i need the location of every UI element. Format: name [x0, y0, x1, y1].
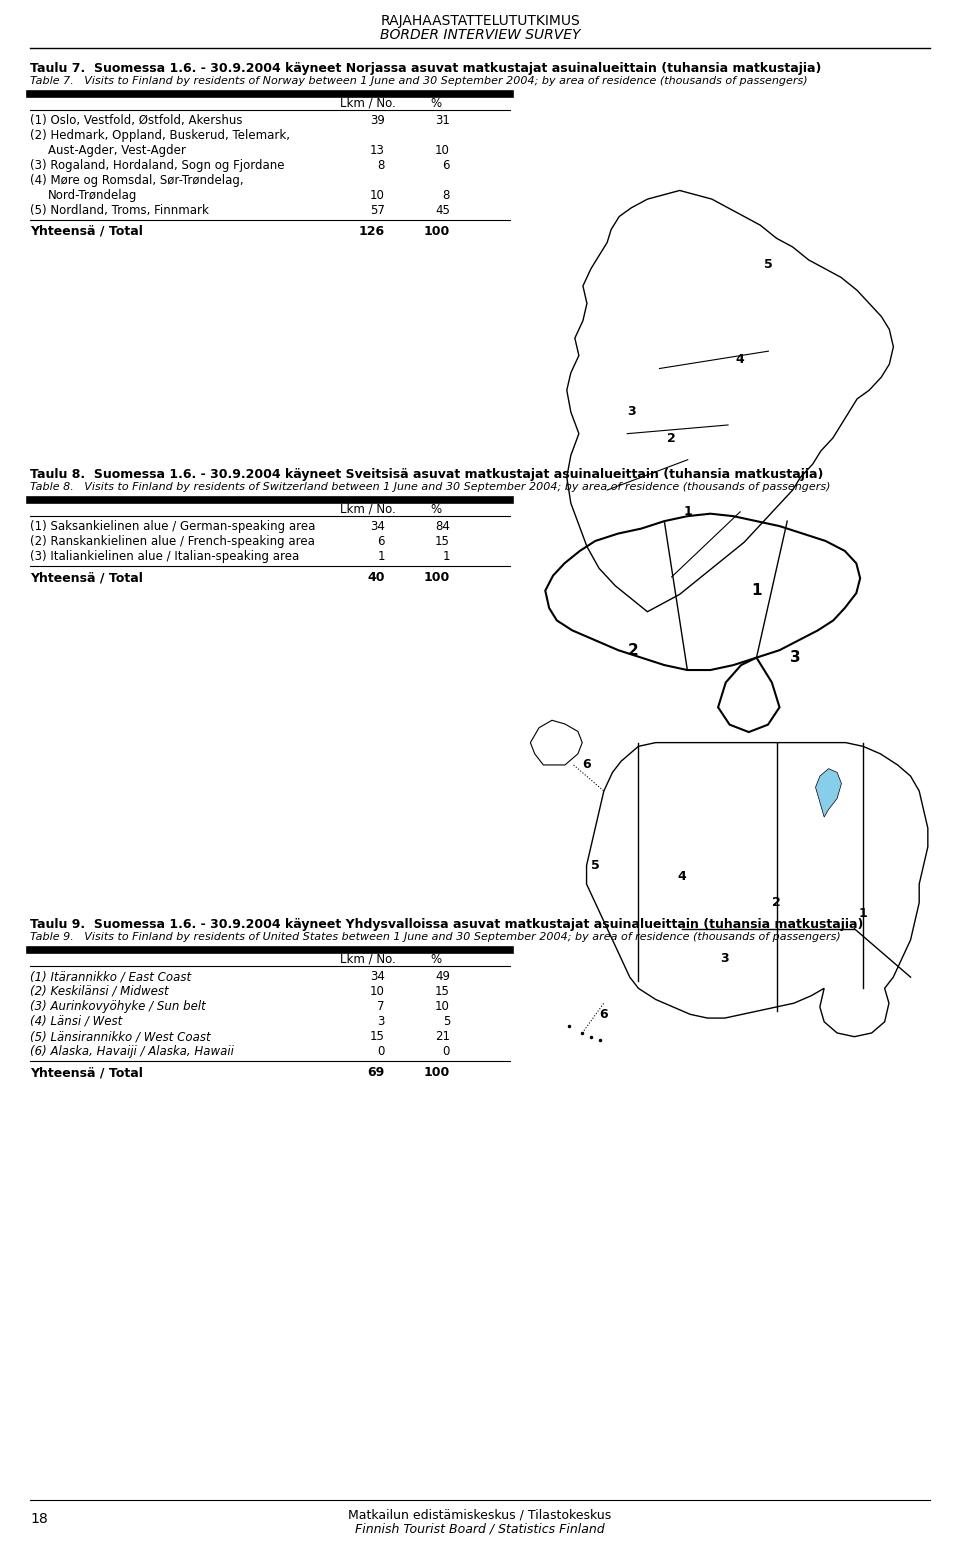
Text: RAJAHAASTATTELUTUTKIMUS: RAJAHAASTATTELUTUTKIMUS [380, 14, 580, 28]
Text: 1: 1 [752, 583, 761, 599]
Text: (1) Oslo, Vestfold, Østfold, Akershus: (1) Oslo, Vestfold, Østfold, Akershus [30, 115, 243, 127]
Text: 10: 10 [371, 985, 385, 997]
Text: (3) Aurinkovyöhyke / Sun belt: (3) Aurinkovyöhyke / Sun belt [30, 1000, 205, 1013]
Text: 2: 2 [772, 896, 781, 909]
Text: 10: 10 [435, 1000, 450, 1013]
Text: (5) Länsirannikko / West Coast: (5) Länsirannikko / West Coast [30, 1030, 210, 1042]
Text: 3: 3 [377, 1014, 385, 1028]
Text: 2: 2 [628, 642, 639, 658]
Text: 1: 1 [443, 551, 450, 563]
Text: 10: 10 [435, 144, 450, 157]
Text: (3) Rogaland, Hordaland, Sogn og Fjordane: (3) Rogaland, Hordaland, Sogn og Fjordan… [30, 160, 284, 172]
Text: 69: 69 [368, 1066, 385, 1079]
Text: Nord-Trøndelag: Nord-Trøndelag [48, 189, 137, 202]
Text: 34: 34 [371, 520, 385, 534]
Text: 15: 15 [435, 535, 450, 548]
Text: 18: 18 [30, 1512, 48, 1526]
Text: 7: 7 [377, 1000, 385, 1013]
Text: (2) Hedmark, Oppland, Buskerud, Telemark,: (2) Hedmark, Oppland, Buskerud, Telemark… [30, 129, 290, 143]
Text: 1: 1 [684, 506, 692, 518]
Text: 15: 15 [435, 985, 450, 997]
Text: %: % [430, 952, 442, 966]
Text: 1: 1 [377, 551, 385, 563]
Text: 39: 39 [371, 115, 385, 127]
Text: Aust-Agder, Vest-Agder: Aust-Agder, Vest-Agder [48, 144, 186, 157]
Text: 2: 2 [667, 431, 676, 445]
Text: Matkailun edistämiskeskus / Tilastokeskus: Matkailun edistämiskeskus / Tilastokesku… [348, 1508, 612, 1522]
Text: Yhteensä / Total: Yhteensä / Total [30, 225, 143, 237]
Text: (6) Alaska, Havaiji / Alaska, Hawaii: (6) Alaska, Havaiji / Alaska, Hawaii [30, 1045, 234, 1058]
Text: (3) Italiankielinen alue / Italian-speaking area: (3) Italiankielinen alue / Italian-speak… [30, 551, 300, 563]
Text: 31: 31 [435, 115, 450, 127]
Text: Taulu 7.  Suomessa 1.6. - 30.9.2004 käyneet Norjassa asuvat matkustajat asuinalu: Taulu 7. Suomessa 1.6. - 30.9.2004 käyne… [30, 62, 822, 74]
Text: 49: 49 [435, 969, 450, 983]
Text: 8: 8 [443, 189, 450, 202]
Text: 13: 13 [371, 144, 385, 157]
Text: 3: 3 [627, 405, 636, 419]
Text: (2) Ranskankielinen alue / French-speaking area: (2) Ranskankielinen alue / French-speaki… [30, 535, 315, 548]
Text: 5: 5 [590, 859, 600, 872]
Text: 34: 34 [371, 969, 385, 983]
Text: 4: 4 [735, 354, 745, 366]
Text: 6: 6 [583, 758, 590, 771]
Text: 15: 15 [371, 1030, 385, 1042]
Text: Table 7.   Visits to Finland by residents of Norway between 1 June and 30 Septem: Table 7. Visits to Finland by residents … [30, 76, 807, 85]
Text: (1) Itärannikko / East Coast: (1) Itärannikko / East Coast [30, 969, 191, 983]
Text: (5) Nordland, Troms, Finnmark: (5) Nordland, Troms, Finnmark [30, 205, 209, 217]
Text: 57: 57 [371, 205, 385, 217]
Text: Table 9.   Visits to Finland by residents of United States between 1 June and 30: Table 9. Visits to Finland by residents … [30, 932, 841, 941]
Text: (4) Møre og Romsdal, Sør-Trøndelag,: (4) Møre og Romsdal, Sør-Trøndelag, [30, 174, 244, 188]
Text: Lkm / No.: Lkm / No. [340, 98, 396, 110]
Text: (2) Keskilänsi / Midwest: (2) Keskilänsi / Midwest [30, 985, 169, 997]
Text: 3: 3 [721, 952, 729, 965]
Text: 0: 0 [377, 1045, 385, 1058]
Text: Taulu 8.  Suomessa 1.6. - 30.9.2004 käyneet Sveitsisä asuvat matkustajat asuinal: Taulu 8. Suomessa 1.6. - 30.9.2004 käyne… [30, 468, 824, 481]
Text: 5: 5 [443, 1014, 450, 1028]
Text: 100: 100 [423, 1066, 450, 1079]
Polygon shape [815, 769, 841, 817]
Text: BORDER INTERVIEW SURVEY: BORDER INTERVIEW SURVEY [380, 28, 580, 42]
Text: 100: 100 [423, 571, 450, 585]
Text: Finnish Tourist Board / Statistics Finland: Finnish Tourist Board / Statistics Finla… [355, 1522, 605, 1535]
Text: 40: 40 [368, 571, 385, 585]
Text: Lkm / No.: Lkm / No. [340, 952, 396, 966]
Text: 8: 8 [377, 160, 385, 172]
Text: 4: 4 [677, 870, 686, 883]
Text: 1: 1 [858, 907, 868, 920]
Text: Lkm / No.: Lkm / No. [340, 503, 396, 516]
Text: 126: 126 [359, 225, 385, 237]
Text: 100: 100 [423, 225, 450, 237]
Text: 0: 0 [443, 1045, 450, 1058]
Text: 21: 21 [435, 1030, 450, 1042]
Text: Taulu 9.  Suomessa 1.6. - 30.9.2004 käyneet Yhdysvalloissa asuvat matkustajat as: Taulu 9. Suomessa 1.6. - 30.9.2004 käyne… [30, 918, 863, 931]
Text: 10: 10 [371, 189, 385, 202]
Text: 45: 45 [435, 205, 450, 217]
Text: %: % [430, 503, 442, 516]
Text: 6: 6 [600, 1008, 608, 1021]
Text: (1) Saksankielinen alue / German-speaking area: (1) Saksankielinen alue / German-speakin… [30, 520, 316, 534]
Text: 3: 3 [789, 650, 801, 665]
Text: %: % [430, 98, 442, 110]
Text: 6: 6 [443, 160, 450, 172]
Text: Table 8.   Visits to Finland by residents of Switzerland between 1 June and 30 S: Table 8. Visits to Finland by residents … [30, 482, 830, 492]
Text: 6: 6 [377, 535, 385, 548]
Text: Yhteensä / Total: Yhteensä / Total [30, 571, 143, 585]
Text: 84: 84 [435, 520, 450, 534]
Text: (4) Länsi / West: (4) Länsi / West [30, 1014, 122, 1028]
Text: Yhteensä / Total: Yhteensä / Total [30, 1066, 143, 1079]
Text: 5: 5 [764, 257, 773, 271]
